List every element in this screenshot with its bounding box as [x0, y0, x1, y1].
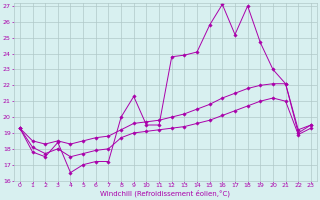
X-axis label: Windchill (Refroidissement éolien,°C): Windchill (Refroidissement éolien,°C): [100, 190, 230, 197]
